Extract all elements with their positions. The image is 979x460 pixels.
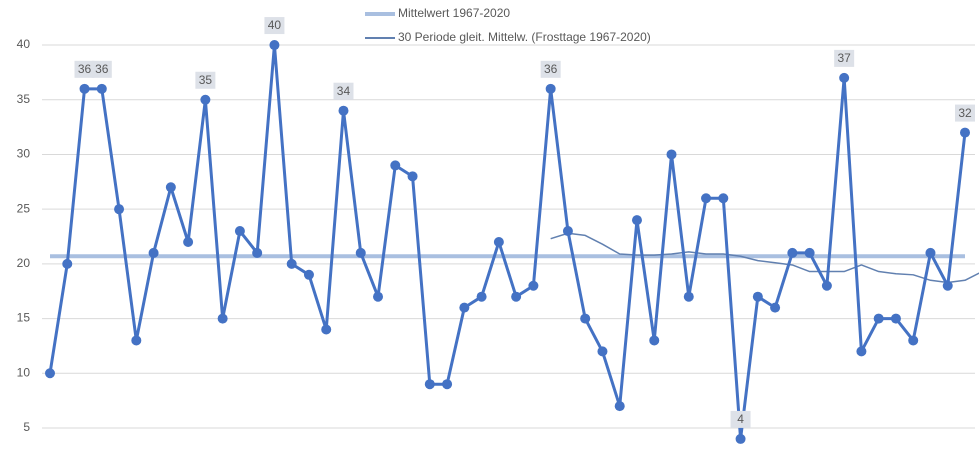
data-point	[390, 160, 401, 171]
data-point	[545, 83, 556, 94]
y-tick-label: 20	[17, 256, 31, 270]
data-point	[96, 83, 107, 94]
series-line	[48, 43, 967, 441]
data-point	[908, 335, 919, 346]
data-point	[528, 280, 539, 291]
data-point	[770, 302, 781, 313]
data-label-box	[195, 71, 216, 89]
data-label: 37	[837, 51, 851, 65]
data-label: 36	[95, 62, 109, 76]
y-tick-label: 30	[17, 147, 31, 161]
data-label-box	[540, 60, 561, 78]
y-tick-label: 40	[17, 37, 31, 51]
data-point	[338, 105, 349, 116]
data-point	[200, 94, 211, 105]
data-point	[890, 313, 901, 324]
data-label: 32	[958, 106, 972, 120]
data-point	[701, 193, 712, 204]
data-point	[373, 291, 384, 302]
data-label: 40	[268, 18, 282, 32]
data-label-box	[91, 60, 112, 78]
data-point	[459, 302, 470, 313]
data-point	[269, 40, 280, 51]
data-point	[942, 280, 953, 291]
data-point	[79, 83, 90, 94]
data-point	[787, 247, 798, 258]
data-label-box	[834, 49, 855, 67]
y-tick-label: 5	[23, 420, 30, 434]
data-point	[476, 291, 487, 302]
data-point	[718, 193, 729, 204]
data-point	[131, 335, 142, 346]
data-point	[45, 368, 55, 379]
data-point	[424, 379, 435, 390]
data-point	[683, 291, 694, 302]
data-label: 36	[78, 62, 92, 76]
data-point	[649, 335, 660, 346]
data-point	[234, 226, 245, 237]
data-point	[839, 72, 850, 83]
data-label-box	[74, 60, 95, 78]
data-point	[252, 247, 263, 258]
data-point	[735, 433, 746, 444]
series-line	[550, 232, 979, 284]
data-label-box	[955, 104, 975, 122]
y-tick-label: 25	[17, 201, 31, 215]
data-point	[321, 324, 332, 335]
data-label: 4	[737, 412, 744, 426]
data-point	[580, 313, 591, 324]
y-tick-label: 35	[17, 92, 31, 106]
data-point	[821, 280, 832, 291]
data-point	[286, 258, 297, 269]
y-tick-label: 10	[17, 365, 31, 379]
y-tick-label: 15	[17, 311, 31, 325]
data-point	[614, 401, 625, 412]
data-point	[442, 379, 453, 390]
data-point	[752, 291, 763, 302]
data-point	[666, 149, 677, 160]
legend-label: 30 Periode gleit. Mittelw. (Frosttage 19…	[398, 30, 651, 44]
data-label-box	[333, 82, 354, 100]
data-point	[183, 236, 194, 247]
data-point	[62, 258, 73, 269]
legend-label: Mittelwert 1967-2020	[398, 6, 510, 20]
data-point	[407, 171, 418, 182]
data-label: 36	[544, 62, 558, 76]
data-point	[165, 182, 176, 193]
data-point	[597, 346, 608, 357]
data-point	[925, 247, 936, 258]
data-point	[148, 247, 159, 258]
data-point	[631, 215, 642, 226]
data-point	[562, 226, 573, 237]
data-label-box	[264, 17, 285, 35]
data-point	[493, 236, 504, 247]
data-point	[511, 291, 522, 302]
data-point	[960, 127, 970, 138]
data-point	[114, 204, 125, 215]
data-point	[873, 313, 884, 324]
data-label-box	[730, 410, 751, 428]
data-label: 35	[199, 73, 213, 87]
data-label: 34	[337, 84, 351, 98]
data-point	[856, 346, 867, 357]
data-point	[217, 313, 228, 324]
data-point	[804, 247, 815, 258]
data-point	[303, 269, 314, 280]
data-point	[355, 247, 366, 258]
